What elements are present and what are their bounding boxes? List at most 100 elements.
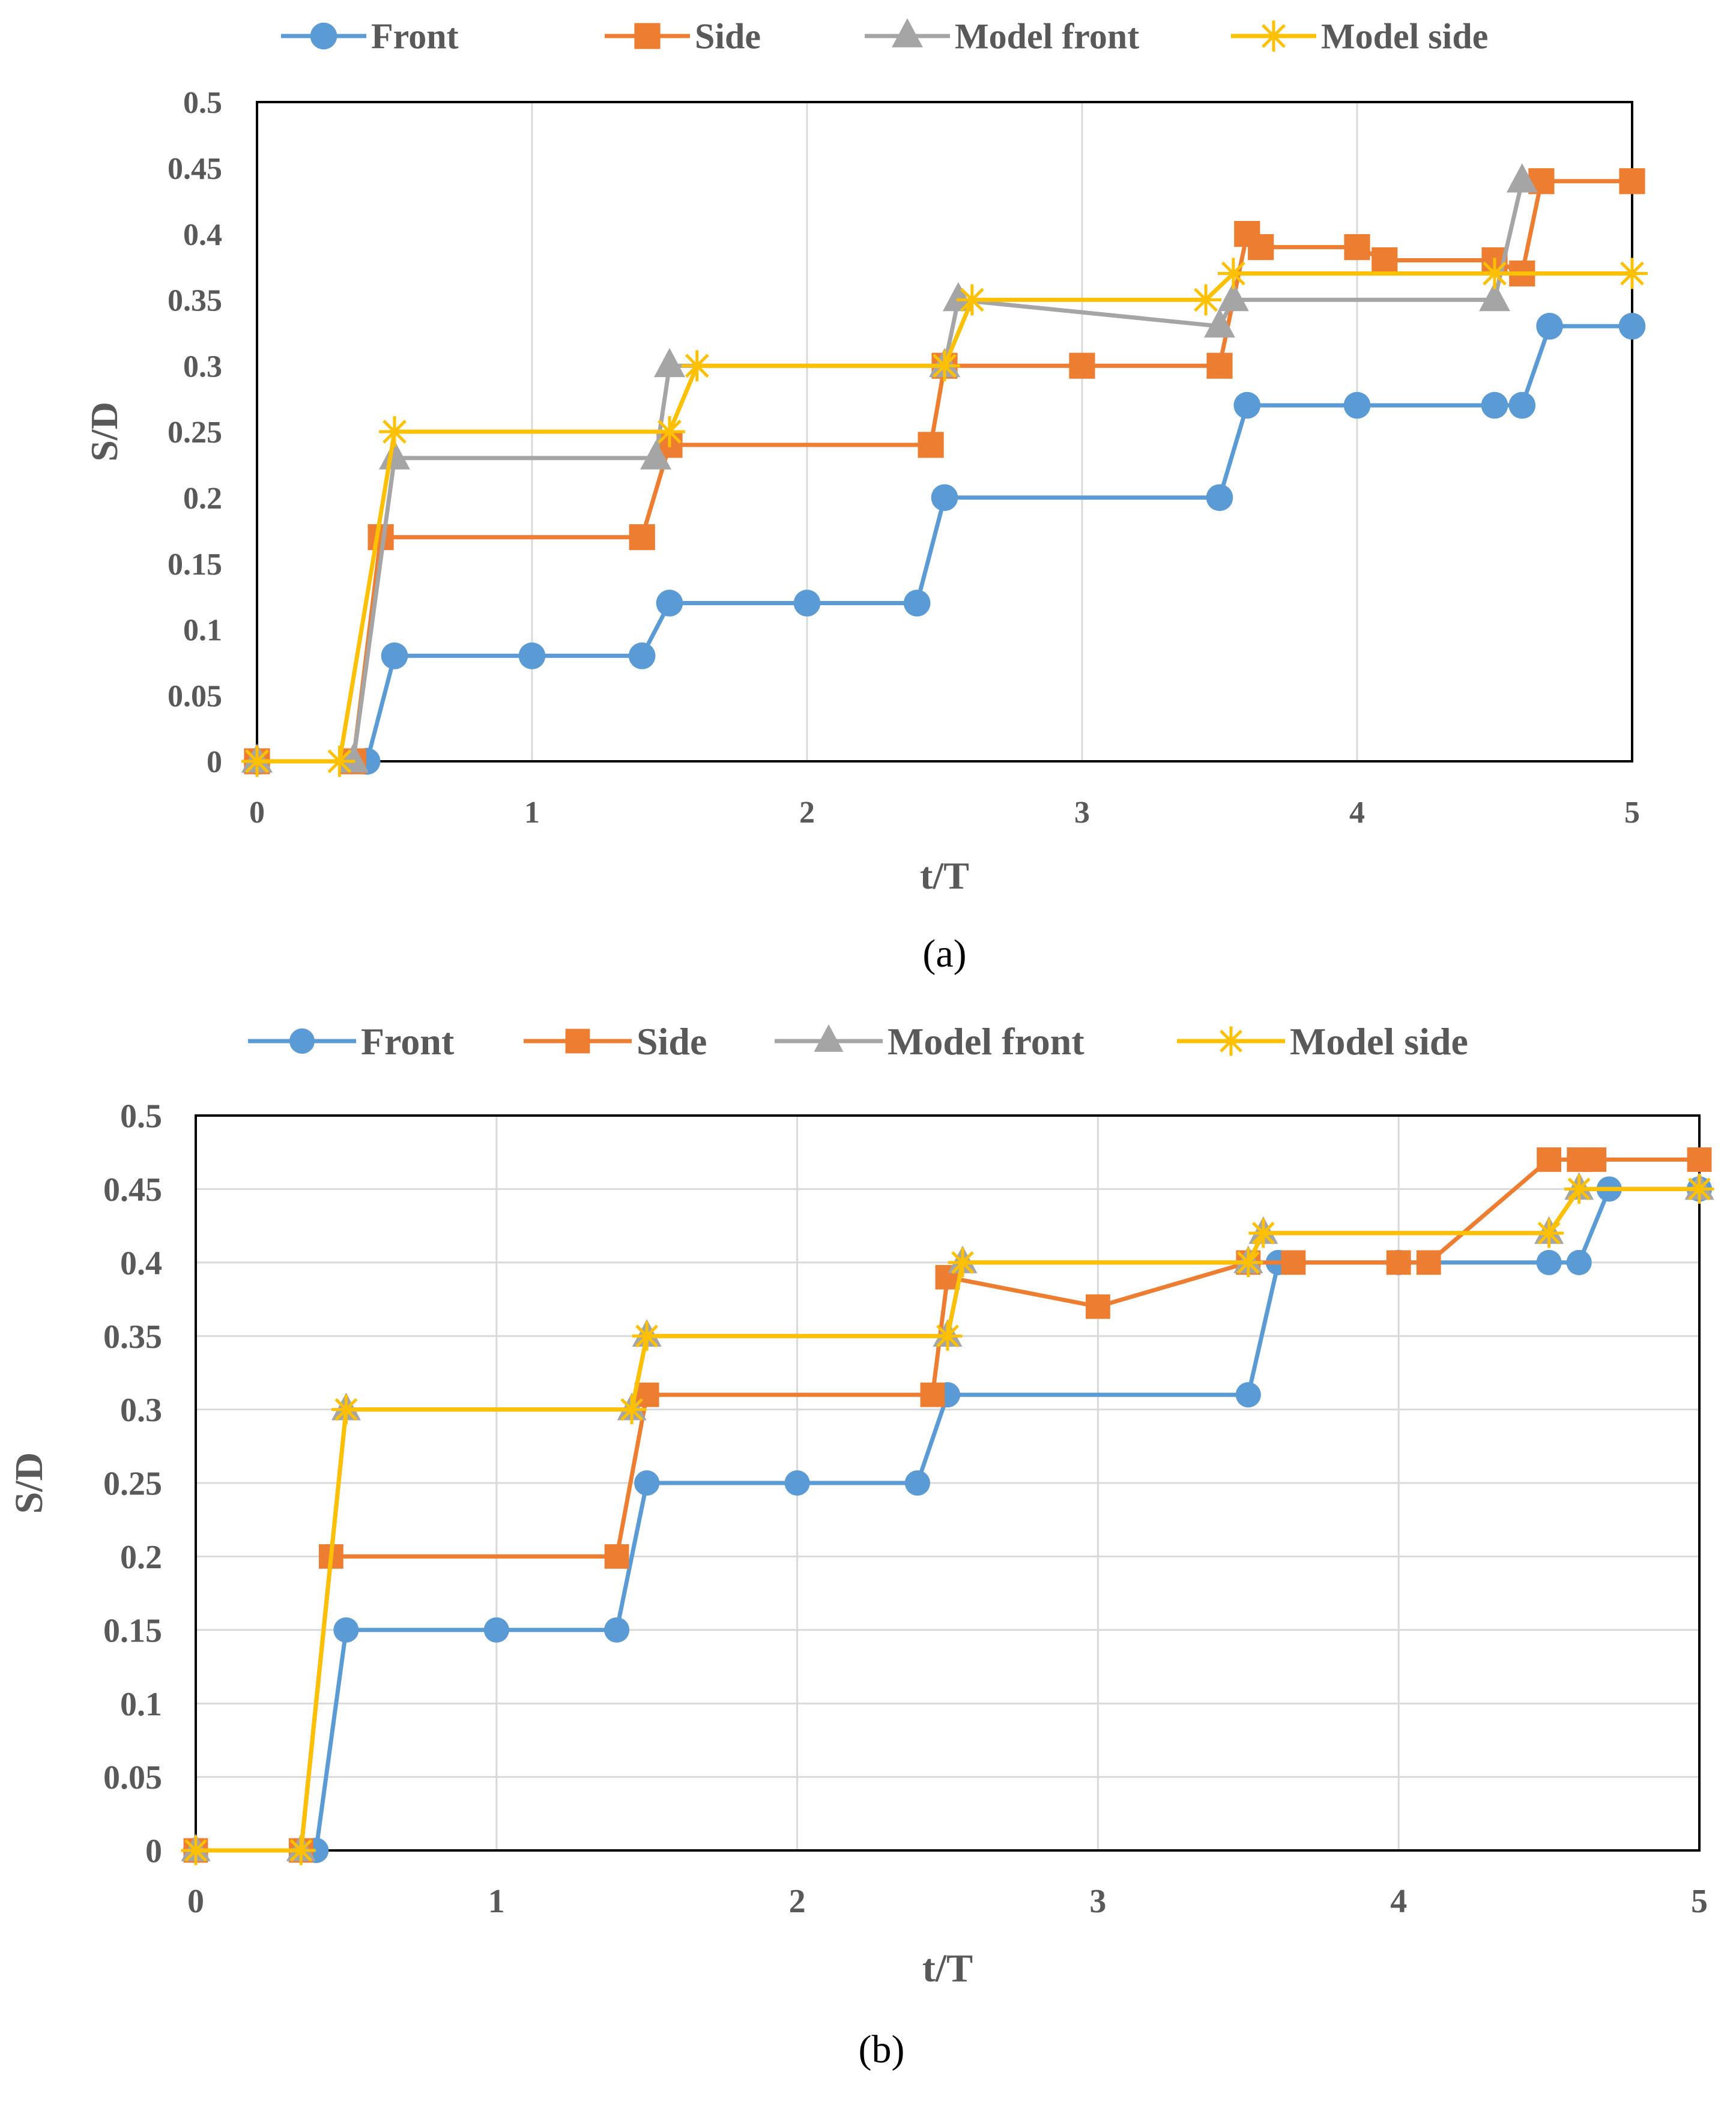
legend-label: Side xyxy=(695,16,761,56)
y-tick-label: 0.05 xyxy=(168,679,222,713)
legend-marker xyxy=(892,18,923,47)
y-tick-label: 0.5 xyxy=(183,86,222,120)
data-point xyxy=(656,590,683,617)
x-tick-label: 3 xyxy=(1074,796,1090,830)
y-tick-label: 0.2 xyxy=(120,1539,162,1576)
y-tick-label: 0.2 xyxy=(183,482,222,516)
series-front xyxy=(243,313,1646,775)
x-tick-label: 2 xyxy=(789,1883,806,1920)
chart-panel-b: 0 1 2 3 4 500.050.10.150.20.250.30.350.40.450… xyxy=(7,1020,1714,2071)
data-point xyxy=(241,746,273,777)
series-line xyxy=(196,1186,1699,1853)
data-point xyxy=(604,1617,630,1643)
legend-item: Side xyxy=(524,1020,707,1063)
series-line xyxy=(257,271,1632,764)
data-point xyxy=(1416,1250,1441,1275)
x-tick-label: 5 xyxy=(1624,796,1640,830)
series-model-side xyxy=(241,258,1648,777)
x-tick-label: 1 xyxy=(488,1883,505,1920)
data-point xyxy=(333,1617,359,1643)
legend-label: Front xyxy=(361,1020,455,1063)
y-tick-labels: 0 0.05 0.1 0.15 0.2 0.25 0.3 0.35 0.4 0.45 0.5 xyxy=(103,1098,162,1870)
series-line xyxy=(257,179,1632,764)
data-point xyxy=(628,642,656,669)
panel-label: (b) xyxy=(859,2028,905,2071)
series-model-front xyxy=(241,163,1538,773)
legend-marker xyxy=(565,1028,590,1054)
y-tick-label: 0.15 xyxy=(103,1612,162,1649)
legend-item: Model side xyxy=(1231,16,1488,56)
y-axis-title: S/D xyxy=(7,1452,51,1514)
y-axis-title: S/D xyxy=(83,402,126,462)
series-line xyxy=(257,181,1525,764)
data-point xyxy=(1086,1294,1110,1319)
data-point xyxy=(1534,1218,1564,1248)
data-point xyxy=(1564,1174,1594,1204)
y-tick-label: 0.25 xyxy=(103,1466,162,1503)
data-point xyxy=(903,590,931,617)
legend-item: Model front xyxy=(775,1020,1084,1063)
data-point xyxy=(617,1395,647,1425)
data-point xyxy=(654,416,685,447)
x-tick-label: 5 xyxy=(1691,1883,1708,1920)
series-model-side xyxy=(181,1174,1714,1865)
data-point xyxy=(1566,1249,1592,1275)
data-point xyxy=(181,1835,211,1865)
y-tick-label: 0.25 xyxy=(168,415,222,450)
data-point xyxy=(948,1248,978,1278)
series-line xyxy=(196,1186,1699,1853)
data-point xyxy=(381,642,408,669)
x-tick-labels: 0 1 2 3 4 5 xyxy=(187,1883,1708,1920)
data-point xyxy=(331,1395,361,1425)
y-tick-label: 0 xyxy=(207,745,222,779)
data-point xyxy=(1481,391,1508,419)
data-point xyxy=(1233,1248,1263,1278)
y-tick-label: 0.4 xyxy=(183,218,222,252)
data-point xyxy=(483,1617,509,1643)
data-point xyxy=(1233,391,1261,419)
data-point xyxy=(1281,1250,1306,1275)
legend-marker xyxy=(634,23,661,49)
plot-area-frame xyxy=(256,101,1633,763)
y-tick-label: 0.3 xyxy=(183,349,222,384)
data-point xyxy=(604,1544,629,1569)
data-point xyxy=(1248,234,1274,261)
x-tick-label: 1 xyxy=(524,796,540,830)
series-side xyxy=(244,168,1645,775)
legend-item: Model front xyxy=(865,16,1139,56)
series-line xyxy=(257,324,1632,764)
data-point xyxy=(1372,247,1398,274)
plot-area-frame xyxy=(195,1114,1701,1852)
data-point xyxy=(1235,1382,1261,1408)
data-point xyxy=(629,524,655,551)
legend-label: Side xyxy=(637,1020,707,1063)
x-tick-label: 4 xyxy=(1390,1883,1407,1920)
legend: Front Side Model front Model side xyxy=(248,1020,1468,1063)
legend-item: Front xyxy=(248,1020,455,1063)
legend-marker xyxy=(1216,1026,1246,1056)
legend-marker xyxy=(1258,20,1289,52)
data-point xyxy=(1344,234,1370,261)
data-point xyxy=(379,416,410,447)
legend-item: Side xyxy=(605,16,761,56)
data-point xyxy=(1582,1147,1607,1172)
y-tick-label: 0.15 xyxy=(168,548,222,582)
data-point xyxy=(632,1321,662,1351)
legend-label: Model front xyxy=(955,16,1139,56)
x-tick-labels: 0 1 2 3 4 5 xyxy=(249,796,1640,830)
y-tick-label: 0.4 xyxy=(120,1245,162,1282)
data-point xyxy=(1617,258,1648,289)
x-tick-label: 4 xyxy=(1349,796,1365,830)
y-tick-label: 0.45 xyxy=(103,1171,162,1209)
legend-marker xyxy=(289,1028,315,1054)
x-tick-label: 2 xyxy=(799,796,815,830)
data-point xyxy=(1206,352,1233,379)
y-tick-label: 0.1 xyxy=(120,1686,162,1723)
x-axis-title: t/T xyxy=(920,854,969,897)
data-point xyxy=(286,1835,316,1865)
data-point xyxy=(1204,308,1235,338)
data-point xyxy=(920,1382,945,1407)
data-point xyxy=(1687,1147,1712,1172)
legend-label: Model side xyxy=(1321,16,1488,56)
